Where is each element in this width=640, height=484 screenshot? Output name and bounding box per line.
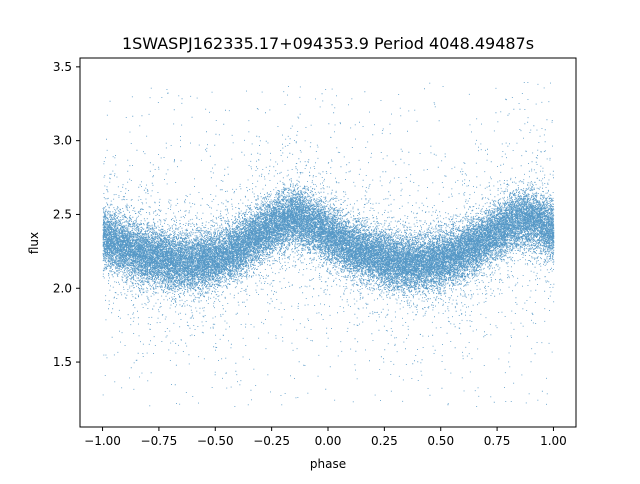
y-tick-label: 3.5 (53, 60, 72, 74)
x-tick-label: 0.75 (484, 434, 511, 448)
x-tick-label: −0.75 (141, 434, 178, 448)
x-tick-label: 1.00 (540, 434, 567, 448)
y-tick-label: 3.0 (53, 134, 72, 148)
x-tick-label: −1.00 (84, 434, 121, 448)
x-tick-label: 0.50 (427, 434, 454, 448)
y-tick-label: 2.5 (53, 207, 72, 221)
x-axis-ticks: −1.00 −0.75 −0.50 −0.25 0.00 0.25 0.50 0.75 1.00 (84, 427, 567, 448)
x-tick-label: 0.00 (315, 434, 342, 448)
y-tick-label: 1.5 (53, 355, 72, 369)
y-tick-label: 2.0 (53, 281, 72, 295)
x-axis-label: phase (310, 457, 346, 471)
x-tick-label: −0.25 (253, 434, 290, 448)
x-tick-label: 0.25 (371, 434, 398, 448)
y-axis-label: flux (27, 232, 41, 254)
plot-area-frame (79, 57, 577, 428)
chart-title: 1SWASPJ162335.17+094353.9 Period 4048.49… (122, 34, 534, 53)
y-axis-ticks: 1.5 2.0 2.5 3.0 3.5 (53, 60, 80, 369)
x-tick-label: −0.50 (197, 434, 234, 448)
